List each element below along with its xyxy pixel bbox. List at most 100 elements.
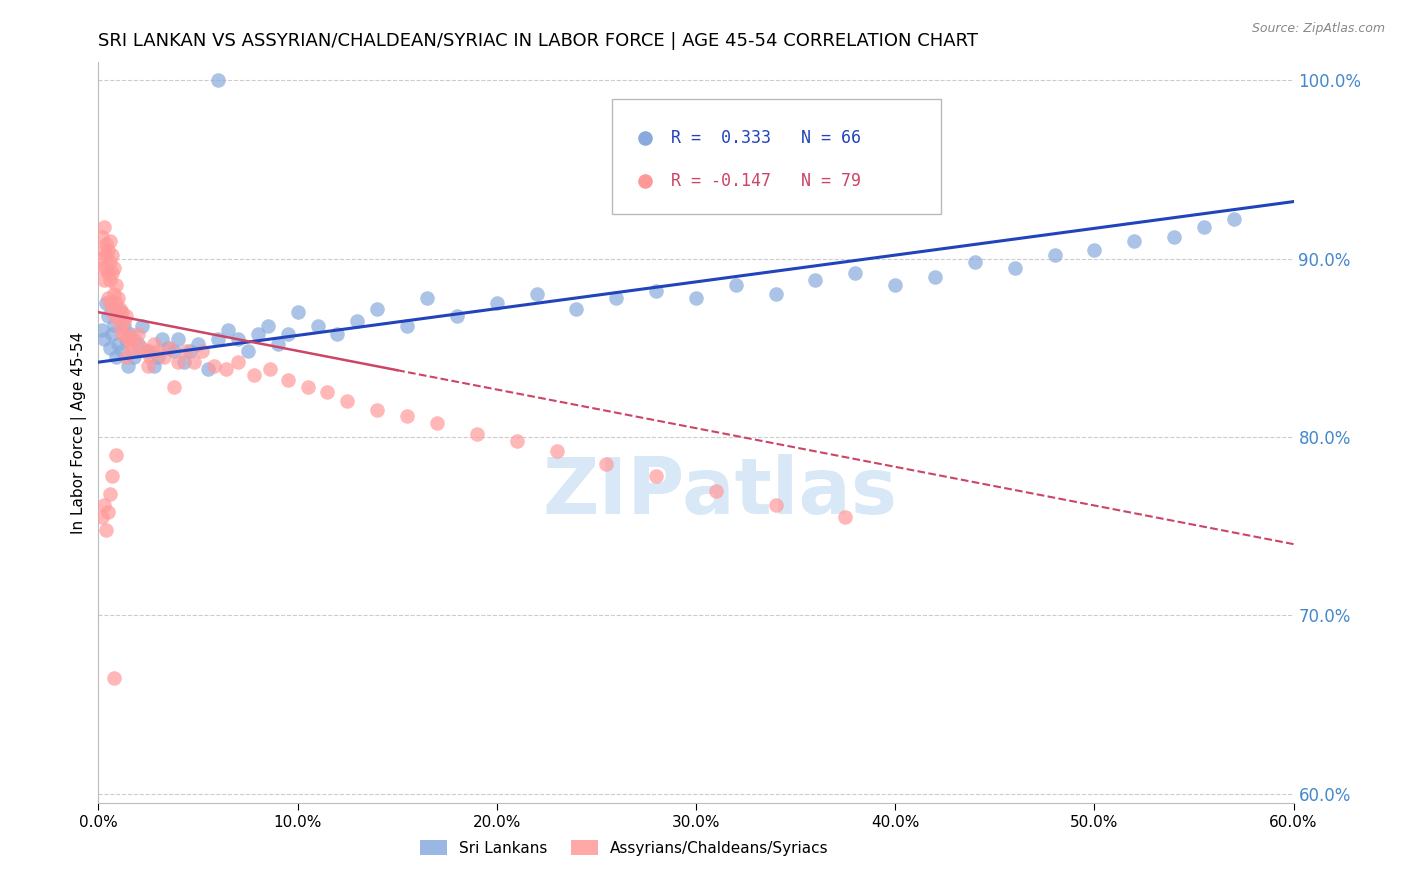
Point — [131, 341, 153, 355]
Point — [485, 296, 508, 310]
Point — [115, 326, 138, 341]
Point — [207, 332, 229, 346]
Point — [117, 359, 139, 373]
Point — [101, 248, 124, 262]
Point — [765, 498, 787, 512]
Point — [297, 380, 319, 394]
Point — [97, 243, 120, 257]
Text: SRI LANKAN VS ASSYRIAN/CHALDEAN/SYRIAC IN LABOR FORCE | AGE 45-54 CORRELATION CH: SRI LANKAN VS ASSYRIAN/CHALDEAN/SYRIAC I… — [98, 32, 979, 50]
Point — [645, 469, 668, 483]
Point — [256, 319, 278, 334]
Point — [110, 301, 132, 316]
Point — [111, 344, 134, 359]
Point — [98, 487, 122, 501]
Point — [96, 237, 118, 252]
Point — [117, 332, 139, 346]
Point — [93, 498, 115, 512]
Point — [131, 319, 153, 334]
Point — [506, 434, 529, 448]
Point — [924, 269, 946, 284]
Point — [163, 380, 186, 394]
Point — [93, 219, 115, 234]
Point — [396, 409, 419, 423]
Text: R = -0.147   N = 79: R = -0.147 N = 79 — [671, 172, 860, 190]
Point — [93, 332, 115, 346]
Point — [704, 483, 727, 498]
Point — [148, 350, 170, 364]
Point — [526, 287, 548, 301]
FancyBboxPatch shape — [613, 99, 941, 214]
Point — [346, 314, 368, 328]
Point — [96, 296, 118, 310]
Point — [135, 344, 157, 359]
Point — [645, 284, 668, 298]
Point — [316, 385, 339, 400]
Point — [804, 273, 827, 287]
Text: ZIPatlas: ZIPatlas — [543, 454, 897, 530]
Point — [97, 266, 120, 280]
Point — [103, 318, 125, 332]
Point — [124, 350, 146, 364]
Point — [236, 344, 259, 359]
Point — [1163, 230, 1185, 244]
Point — [110, 305, 132, 319]
Point — [724, 278, 747, 293]
Point — [127, 326, 149, 341]
Point — [115, 350, 138, 364]
Point — [217, 323, 239, 337]
Point — [136, 344, 159, 359]
Point — [98, 255, 122, 269]
Point — [446, 309, 468, 323]
Point — [844, 266, 866, 280]
Point — [97, 309, 120, 323]
Point — [765, 287, 787, 301]
Point — [1004, 260, 1026, 275]
Point — [834, 510, 856, 524]
Point — [120, 337, 142, 351]
Point — [127, 337, 149, 351]
Point — [179, 344, 201, 359]
Point — [997, 255, 1019, 269]
Point — [246, 326, 269, 341]
Point — [98, 273, 122, 287]
Point — [103, 287, 125, 301]
Point — [565, 301, 588, 316]
Point — [96, 248, 118, 262]
Point — [91, 323, 114, 337]
Point — [97, 505, 120, 519]
Point — [183, 355, 205, 369]
Point — [243, 368, 266, 382]
Point — [187, 337, 209, 351]
Point — [124, 332, 146, 346]
Text: R =  0.333   N = 66: R = 0.333 N = 66 — [671, 129, 860, 147]
Y-axis label: In Labor Force | Age 45-54: In Labor Force | Age 45-54 — [72, 332, 87, 533]
Point — [207, 73, 229, 87]
Point — [167, 332, 190, 346]
Point — [115, 332, 138, 346]
Point — [101, 326, 124, 341]
Point — [605, 291, 627, 305]
Point — [259, 362, 281, 376]
Point — [121, 344, 143, 359]
Point — [396, 319, 419, 334]
Point — [143, 337, 166, 351]
Point — [191, 344, 214, 359]
Point — [1192, 219, 1215, 234]
Point — [103, 309, 125, 323]
Point — [202, 359, 225, 373]
Point — [120, 326, 142, 341]
Point — [148, 344, 170, 359]
Point — [143, 359, 166, 373]
Point — [416, 291, 439, 305]
Point — [1083, 243, 1105, 257]
Point — [153, 350, 176, 364]
Point — [101, 266, 124, 280]
Point — [112, 314, 135, 328]
Point — [89, 252, 111, 266]
Legend: Sri Lankans, Assyrians/Chaldeans/Syriacs: Sri Lankans, Assyrians/Chaldeans/Syriacs — [413, 834, 835, 862]
Point — [101, 301, 124, 316]
Point — [91, 230, 114, 244]
Point — [93, 243, 115, 257]
Point — [139, 350, 162, 364]
Point — [112, 319, 135, 334]
